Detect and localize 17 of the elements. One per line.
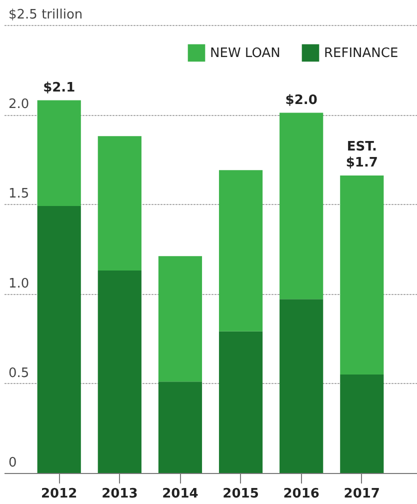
- y-tick-label: 0: [8, 456, 17, 470]
- total-label: $2.0: [285, 92, 318, 108]
- legend-label: REFINANCE: [324, 46, 398, 61]
- x-tick-label: 2016: [283, 486, 320, 502]
- x-tick-label: 2017: [344, 486, 380, 502]
- total-label: $2.1: [43, 80, 76, 96]
- x-tick-label: 2012: [41, 486, 78, 502]
- text: EST. $1.7: [346, 140, 378, 171]
- x-tick-label: 2015: [222, 486, 259, 502]
- x-tick-label: 2014: [162, 486, 198, 502]
- x-tick-label: 2013: [102, 486, 138, 502]
- legend-label: NEW LOAN: [210, 46, 280, 61]
- y-tick-label: 2.0: [8, 97, 30, 112]
- y-tick-label: 0.5: [8, 366, 30, 381]
- y-tick-label: $2.5 trillion: [8, 8, 83, 22]
- y-tick-label: 1.0: [8, 276, 30, 292]
- y-tick-label: 1.5: [8, 186, 30, 202]
